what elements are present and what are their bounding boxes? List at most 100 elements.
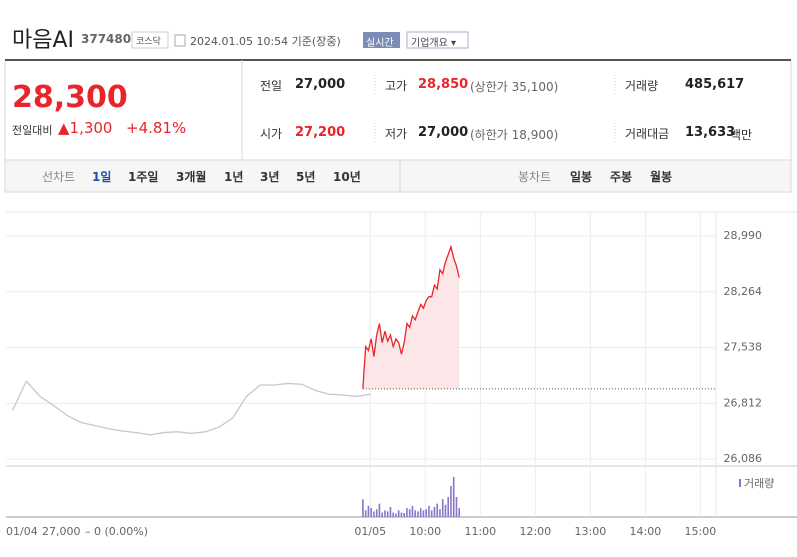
volume-bar [406, 508, 408, 517]
volume-bar [458, 508, 461, 517]
volume-bar [389, 507, 392, 517]
info-label: 전일 [260, 79, 283, 93]
volume-bar [400, 512, 403, 517]
y-tick-label: 26,812 [724, 396, 763, 409]
volume-bar [417, 511, 419, 517]
volume-bar [425, 509, 427, 517]
x-tick-label: 11:00 [464, 525, 496, 538]
tab[interactable]: 일봉 [570, 170, 593, 184]
volume-bar [408, 509, 411, 517]
change: ▲1,300 [58, 119, 113, 137]
tab[interactable]: 1주일 [128, 170, 159, 184]
company[interactable]: 기업개요 ▾ [411, 38, 456, 49]
tab: 선차트 [42, 170, 76, 184]
volume-bar [439, 509, 441, 517]
tab[interactable]: 3년 [260, 170, 280, 184]
volume-bar [397, 510, 400, 517]
volume-bar [411, 505, 414, 517]
tab[interactable]: 10년 [333, 170, 361, 184]
info-label: 거래대금 [625, 127, 670, 141]
volume-bar [428, 505, 430, 517]
volume-bar [447, 497, 450, 517]
price-line [11, 379, 371, 436]
volume-bar [444, 504, 447, 517]
realtime: 실시간 [366, 38, 394, 49]
tab[interactable]: 5년 [296, 170, 316, 184]
price: 28,300 [12, 80, 128, 115]
datetime: 2024.01.05 10:54 기준(장중) [190, 35, 341, 48]
volume-bar [370, 508, 372, 517]
info-label: 저가 [385, 127, 408, 141]
previous-close: 27,000 [42, 525, 81, 538]
volume-bar [367, 505, 370, 517]
x-tick-label: 01/05 [354, 525, 386, 538]
company-button[interactable] [406, 31, 469, 49]
info-value: 13,633 [685, 125, 736, 140]
previous-change: – 0 (0.00%) [85, 525, 148, 538]
info-label: 거래량 [625, 79, 659, 93]
area-fill [362, 246, 460, 389]
volume-bar [433, 507, 436, 517]
volume-bar [441, 499, 444, 517]
tab[interactable]: 월봉 [650, 170, 673, 184]
volume-bar [375, 509, 378, 517]
tab[interactable]: 1일 [92, 170, 112, 184]
y-tick-label: 28,264 [724, 285, 763, 298]
tab: 봉차트 [518, 170, 552, 184]
change-label: 전일대비 [12, 124, 53, 137]
volume-bar [373, 511, 375, 517]
info-note: 백만 [730, 128, 753, 142]
y-tick-label: 27,538 [724, 341, 763, 354]
volume-bar [452, 477, 455, 517]
x-tick-label: 10:00 [409, 525, 441, 538]
volume-legend: 거래량 [744, 477, 774, 490]
stock-name: 마음AI [12, 28, 75, 53]
tab-bar [4, 159, 792, 193]
x-tick-label: 14:00 [630, 525, 662, 538]
y-tick-label: 28,990 [724, 229, 763, 242]
rate: +4.81% [126, 119, 187, 137]
volume-legend-swatch [739, 479, 741, 487]
volume-bar [422, 510, 425, 517]
info-value: 27,000 [418, 125, 469, 140]
volume-bar [378, 503, 381, 517]
volume-bar [455, 497, 458, 517]
tab[interactable]: 1년 [224, 170, 244, 184]
volume-bar [381, 512, 383, 517]
volume-bar [384, 510, 386, 517]
info-label: 시가 [260, 127, 283, 141]
tab[interactable]: 3개월 [176, 170, 207, 184]
volume-bar [395, 513, 397, 517]
x-tick-label: 12:00 [519, 525, 551, 538]
x-tick-label: 13:00 [575, 525, 607, 538]
info-label: 고가 [385, 79, 408, 93]
calendar-icon [174, 34, 186, 47]
volume-bar [386, 511, 389, 517]
y-tick-label: 26,086 [724, 452, 763, 465]
tab[interactable]: 주봉 [610, 170, 633, 184]
info-note: (상한가 35,100) [470, 80, 559, 94]
stock-code: 377480 [81, 32, 132, 46]
market: 코스닥 [136, 37, 161, 47]
info-value: 27,000 [295, 77, 346, 92]
volume-bar [364, 510, 367, 517]
volume-bar [436, 503, 439, 517]
info-value: 485,617 [685, 77, 745, 92]
volume-bar [419, 508, 422, 517]
info-note: (하한가 18,900) [470, 128, 559, 142]
volume-bar [430, 510, 433, 517]
info-value: 28,850 [418, 77, 469, 92]
volume-bar [362, 499, 364, 517]
x-tick-label: 15:00 [685, 525, 717, 538]
realtime-badge [363, 32, 400, 48]
market-badge [131, 31, 169, 49]
volume-bar [450, 485, 452, 517]
volume-bar [403, 513, 405, 517]
previous-date: 01/04 [6, 525, 38, 538]
volume-bar [414, 510, 416, 517]
info-value: 27,200 [295, 125, 346, 140]
price-line [362, 244, 460, 389]
volume-bar [392, 512, 394, 517]
